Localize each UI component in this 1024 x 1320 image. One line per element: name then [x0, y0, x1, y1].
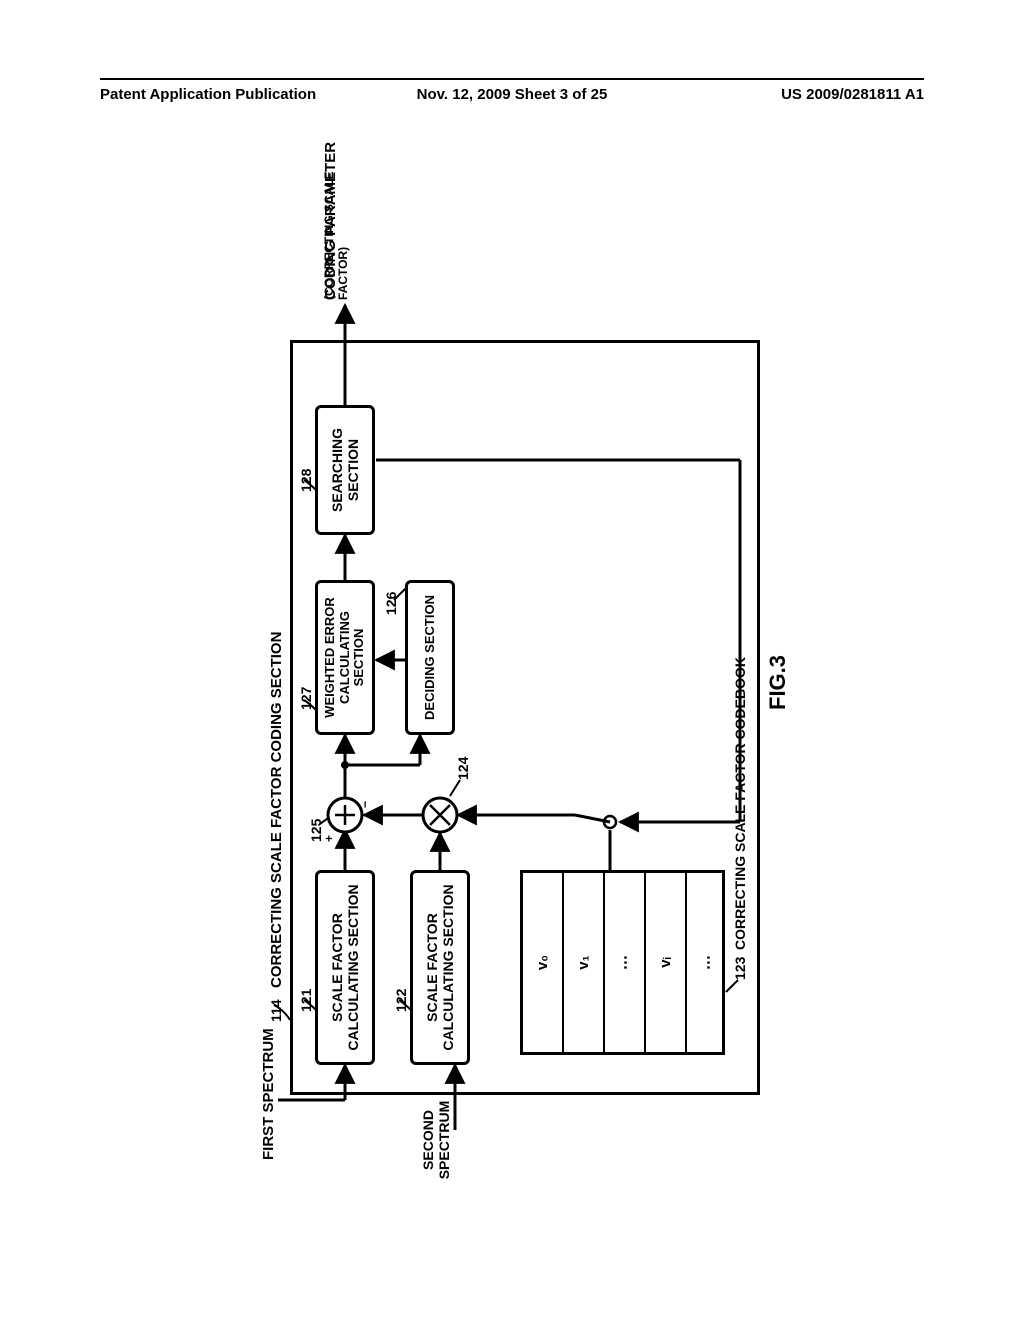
summer-minus-label: −: [358, 801, 372, 808]
block-deciding-label: DECIDING SECTION: [423, 595, 438, 720]
ref-127: 127: [298, 687, 314, 710]
ref-128: 128: [298, 469, 314, 492]
ref-125: 125: [308, 819, 324, 842]
codebook-row-3: vᵢ: [646, 873, 687, 1052]
codebook-row-2: ⋯: [605, 873, 646, 1052]
block-deciding: DECIDING SECTION: [405, 580, 455, 735]
block-weighted-error: WEIGHTED ERROR CALCULATING SECTION: [315, 580, 375, 735]
page-header: Patent Application Publication Nov. 12, …: [100, 78, 924, 108]
header-center: Nov. 12, 2009 Sheet 3 of 25: [417, 86, 608, 103]
figure-3-container: FIRST SPECTRUM 114 CORRECTING SCALE FACT…: [260, 160, 780, 1160]
summer-plus-label: +: [322, 835, 336, 842]
codebook-row-0: v₀: [523, 873, 564, 1052]
codebook-title: CORRECTING SCALE FACTOR CODEBOOK: [732, 657, 748, 950]
codebook: v₀ v₁ ⋯ vᵢ ⋯: [520, 870, 725, 1055]
codebook-row-4: ⋯: [687, 873, 728, 1052]
ref-124: 124: [455, 757, 471, 780]
ref-123: 123: [732, 957, 748, 980]
codebook-row-1: v₁: [564, 873, 605, 1052]
output-line2: (CORRECTING SCALE FACTOR): [322, 140, 350, 300]
header-left: Patent Application Publication: [100, 86, 316, 108]
ref-126: 126: [383, 592, 399, 615]
figure-label: FIG.3: [765, 655, 791, 710]
block-searching: SEARCHING SECTION: [315, 405, 375, 535]
block-weighted-error-label: WEIGHTED ERROR CALCULATING SECTION: [323, 583, 368, 732]
block-searching-label: SEARCHING SECTION: [329, 428, 361, 512]
figure-3-diagram: FIRST SPECTRUM 114 CORRECTING SCALE FACT…: [260, 160, 780, 1160]
header-right: US 2009/0281811 A1: [781, 86, 924, 108]
